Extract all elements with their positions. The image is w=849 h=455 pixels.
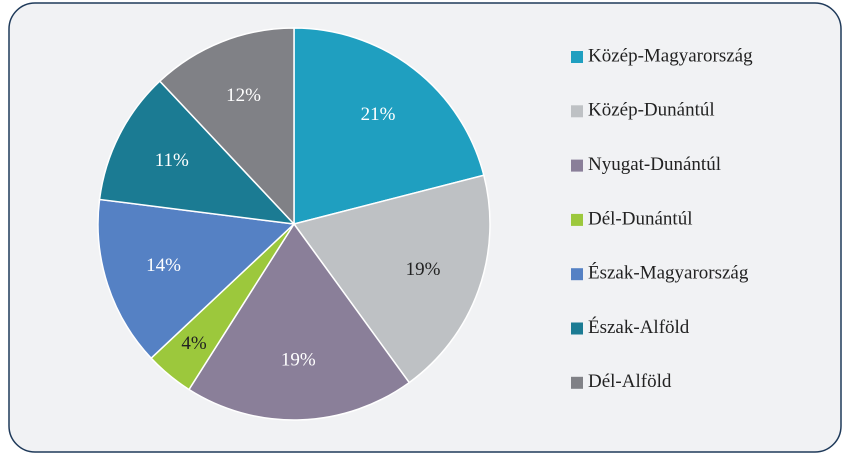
pie-slice <box>293 27 485 225</box>
pie-slice <box>97 198 296 360</box>
data-label: 14% <box>146 255 181 276</box>
data-label: 4% <box>181 333 207 354</box>
legend-swatch <box>571 213 583 226</box>
legend-swatch <box>571 51 583 63</box>
legend: Közép-Magyarország Közép-Dunántúl Nyugat-D… <box>571 45 753 392</box>
legend-label: Észak-Magyarország <box>588 262 749 284</box>
data-label: 12% <box>226 85 261 106</box>
legend-swatch <box>571 159 583 172</box>
pie-slice <box>187 222 411 421</box>
legend-label: Észak-Alföld <box>588 316 690 338</box>
pie-slice <box>292 174 491 384</box>
pie-slice <box>98 80 296 226</box>
legend-swatch <box>571 322 583 335</box>
data-label: 11% <box>155 150 189 171</box>
data-label: 21% <box>361 104 396 125</box>
data-label: 19% <box>406 259 441 280</box>
legend-label: Közép-Dunántúl <box>588 100 715 121</box>
data-label: 19% <box>281 349 316 370</box>
legend-label: Nyugat-Dunántúl <box>588 154 721 175</box>
legend-label: Közép-Magyarország <box>588 45 753 66</box>
legend-label: Dél-Dunántúl <box>588 208 692 229</box>
pie-slice <box>158 27 295 226</box>
legend-label: Dél-Alföld <box>588 371 672 392</box>
legend-swatch <box>571 268 583 281</box>
pie: 21% 19% 19% 4% 14% 11% 12% <box>97 27 491 421</box>
legend-swatch <box>571 376 583 389</box>
legend-swatch <box>571 105 583 118</box>
